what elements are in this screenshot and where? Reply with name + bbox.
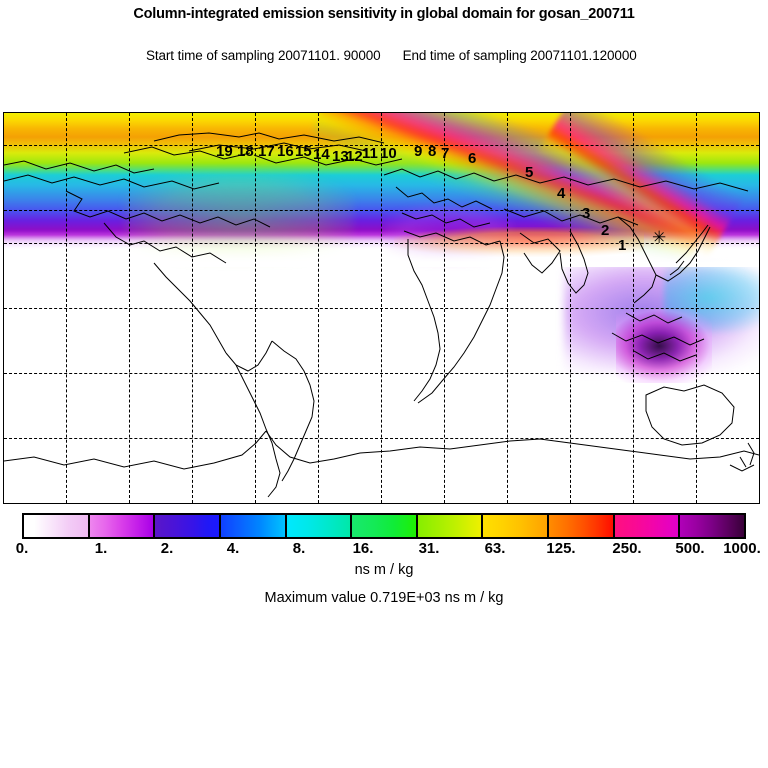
trajectory-day-marker: 12 <box>346 148 363 165</box>
coastline-overlay <box>4 132 759 498</box>
start-time-label: Start time of sampling 20071101. 90000 <box>145 48 381 63</box>
maximum-value-label: Maximum value 0.719E+03 ns m / kg <box>264 590 504 606</box>
colorbar-tick: 63. <box>484 540 506 557</box>
colorbar-tick: 2. <box>160 540 174 557</box>
colorbar-unit-label: ns m / kg <box>354 562 414 578</box>
colorbar-segment <box>352 515 418 537</box>
release-site-marker: ✳ <box>652 228 667 247</box>
colorbar-segment <box>24 515 90 537</box>
trajectory-day-marker: 19 <box>216 143 233 160</box>
colorbar-tick: 31. <box>418 540 440 557</box>
trajectory-day-marker: 9 <box>414 143 423 160</box>
colorbar-tick: 16. <box>352 540 374 557</box>
trajectory-day-marker: 16 <box>277 143 294 160</box>
colorbar-segment <box>155 515 221 537</box>
colorbar-segment <box>549 515 615 537</box>
colorbar-tick: 1000. <box>723 540 761 557</box>
trajectory-day-marker: 8 <box>428 143 437 160</box>
map-canvas: 19 18 17 16 15 14 13 12 11 10 9 8 7 6 5 … <box>4 113 759 503</box>
colorbar-segment <box>614 515 681 537</box>
colorbar-segment <box>220 515 287 537</box>
grid-parallel <box>4 373 759 374</box>
colorbar-tick: 1. <box>94 540 108 557</box>
trajectory-day-marker: 2 <box>601 222 610 239</box>
colorbar[interactable] <box>22 513 746 539</box>
trajectory-day-marker: 17 <box>258 143 275 160</box>
colorbar-tick: 0. <box>15 540 29 557</box>
grid-parallel <box>4 438 759 439</box>
colorbar-tick: 125. <box>546 540 576 557</box>
colorbar-segment <box>89 515 156 537</box>
colorbar-segment <box>680 515 745 537</box>
colorbar-tick: 8. <box>292 540 306 557</box>
map-panel[interactable]: 19 18 17 16 15 14 13 12 11 10 9 8 7 6 5 … <box>3 112 760 504</box>
grid-parallel <box>4 145 759 146</box>
trajectory-day-marker: 1 <box>618 237 627 254</box>
trajectory-day-marker: 10 <box>380 145 397 162</box>
page-title: Column-integrated emission sensitivity i… <box>133 6 635 22</box>
trajectory-day-marker: 14 <box>313 146 330 163</box>
end-time-label: End time of sampling 20071101.120000 <box>402 48 637 63</box>
trajectory-day-marker: 6 <box>468 150 477 167</box>
trajectory-day-marker: 4 <box>557 185 566 202</box>
colorbar-segment <box>417 515 484 537</box>
colorbar-tick: 500. <box>675 540 705 557</box>
colorbar-tick: 250. <box>612 540 642 557</box>
trajectory-day-marker: 11 <box>362 145 378 162</box>
trajectory-day-marker: 18 <box>237 143 254 160</box>
trajectory-day-marker: 5 <box>525 164 534 181</box>
trajectory-day-marker: 7 <box>441 145 450 162</box>
sampling-time-line: Start time of sampling 20071101. 90000 En… <box>0 24 768 87</box>
colorbar-tick: 4. <box>226 540 240 557</box>
colorbar-segment <box>483 515 550 537</box>
colorbar-tick-labels: 0. 1. 2. 4. 8. 16. 31. 63. 125. 250. 500… <box>0 540 768 560</box>
trajectory-day-marker: 15 <box>295 143 312 160</box>
colorbar-segment <box>286 515 353 537</box>
grid-parallel <box>4 308 759 309</box>
trajectory-day-marker: 3 <box>582 205 591 222</box>
grid-parallel <box>4 243 759 244</box>
grid-parallel <box>4 210 759 211</box>
trajectory-day-marker: 13 <box>332 148 349 165</box>
